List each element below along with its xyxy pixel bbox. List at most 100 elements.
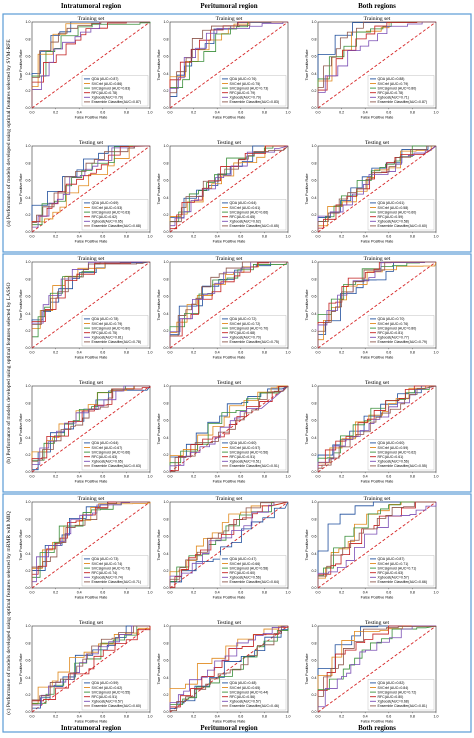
roc-curve-rfc bbox=[31, 21, 150, 108]
x-tick-label: 0.8 bbox=[262, 111, 267, 115]
roc-curve-ensemble bbox=[317, 145, 436, 232]
legend-entry: Ensemble Classifier(AUC=0.75) bbox=[230, 340, 280, 344]
roc-curve-xgboost bbox=[317, 21, 436, 108]
chance-line bbox=[317, 385, 437, 473]
y-axis-label: True Positive Rate bbox=[305, 289, 309, 320]
section-caption: (a) Performance of models developed usin… bbox=[5, 39, 12, 227]
x-tick-label: 0.0 bbox=[316, 111, 321, 115]
y-tick-label: 0.4 bbox=[164, 312, 169, 316]
x-tick-label: 0.4 bbox=[77, 235, 82, 239]
roc-plot: Training set 0.00.0 0.2 0.2 0.4 0.4 0.6 0.6 0.8 0… bbox=[305, 256, 439, 360]
y-tick-label: 0.2 bbox=[164, 569, 169, 573]
y-tick-label: 0.0 bbox=[312, 106, 317, 110]
legend-entry: Xgboost(AUC=0.81) bbox=[92, 336, 123, 340]
y-tick-label: 0.2 bbox=[312, 329, 317, 333]
y-tick-label: 1.0 bbox=[164, 384, 169, 388]
x-tick-label: 0.0 bbox=[316, 351, 321, 355]
y-tick-label: 0.0 bbox=[26, 230, 31, 234]
legend-entry: SVCsigmoid (AUC=0.44) bbox=[230, 690, 269, 694]
legend-entry: Ensemble Classifier(AUC=0.55) bbox=[378, 464, 428, 468]
x-tick-label: 0.6 bbox=[238, 715, 243, 719]
roc-curve-ensemble bbox=[31, 21, 150, 108]
roc-plot: Training set 0.00.0 0.2 0.2 0.4 0.4 0.6 0.6 0.8 0… bbox=[157, 16, 291, 120]
x-tick-label: 0.4 bbox=[363, 715, 368, 719]
x-tick-label: 0.0 bbox=[168, 111, 173, 115]
y-tick-label: 0.4 bbox=[312, 196, 317, 200]
y-tick-label: 1.0 bbox=[26, 260, 31, 264]
y-tick-label: 0.4 bbox=[164, 436, 169, 440]
roc-plot: Testing set 0.00.0 0.2 0.2 0.4 0.4 0.6 0.6 0.8 0.… bbox=[157, 380, 291, 484]
roc-curve-svc-rbf bbox=[169, 501, 289, 588]
y-tick-label: 1.0 bbox=[312, 624, 317, 628]
legend-entry: Ensemble Classifier(AUC=0.60) bbox=[378, 224, 428, 228]
x-tick-label: 0.6 bbox=[386, 475, 391, 479]
legend-entry: Xgboost(AUC=0.70) bbox=[230, 336, 261, 340]
legend-entry: SVCsigmoid (AUC=0.80) bbox=[378, 326, 417, 330]
roc-curve-ensemble bbox=[31, 385, 150, 472]
legend-box bbox=[81, 75, 149, 107]
x-tick-label: 0.4 bbox=[363, 591, 368, 595]
legend-entry: RFC(AUC=0.81) bbox=[378, 331, 404, 335]
roc-plot: Training set 0.00.0 0.2 0.2 0.4 0.4 0.6 0.6 0.8 0… bbox=[305, 16, 439, 120]
legend-entry: QDA (AUC=0.60) bbox=[378, 441, 405, 445]
x-tick-label: 0.2 bbox=[191, 111, 196, 115]
y-tick-label: 0.6 bbox=[164, 419, 169, 423]
legend-entry: Ensemble Classifier(AUC=0.87) bbox=[92, 100, 142, 104]
roc-curve-xgboost bbox=[317, 502, 437, 588]
x-tick-label: 0.0 bbox=[30, 111, 35, 115]
x-tick-label: 0.4 bbox=[215, 591, 220, 595]
legend-entry: SVCsigmoid (AUC=0.58) bbox=[230, 566, 269, 570]
y-axis-label: True Positive Rate bbox=[19, 173, 23, 204]
x-axis-label: False Positive Rate bbox=[361, 720, 394, 724]
legend-entry: RFC(AUC=0.62) bbox=[92, 215, 118, 219]
x-tick-label: 0.6 bbox=[100, 715, 105, 719]
roc-curve-svc-sigmoid bbox=[31, 385, 150, 472]
roc-plot: Testing set 0.00.0 0.2 0.2 0.4 0.4 0.6 0.6 0.8 0.… bbox=[305, 380, 439, 484]
y-tick-label: 0.0 bbox=[164, 470, 169, 474]
x-tick-label: 1.0 bbox=[286, 235, 291, 239]
x-tick-label: 0.8 bbox=[262, 591, 267, 595]
y-tick-label: 0.6 bbox=[164, 179, 169, 183]
y-axis-label: True Positive Rate bbox=[157, 49, 161, 80]
legend-box bbox=[81, 199, 149, 231]
legend-entry: QDA (AUC=0.88) bbox=[378, 77, 405, 81]
legend-box bbox=[367, 75, 435, 107]
legend-entry: Xgboost(AUC=0.57) bbox=[230, 700, 261, 704]
roc-plot: Testing set 0.00.0 0.2 0.2 0.4 0.4 0.6 0.6 0.8 0.… bbox=[157, 140, 291, 244]
legend-entry: Ensemble Classifier(AUC=0.65) bbox=[230, 224, 280, 228]
y-tick-label: 0.2 bbox=[164, 453, 169, 457]
y-tick-label: 1.0 bbox=[312, 384, 317, 388]
x-tick-label: 0.4 bbox=[363, 351, 368, 355]
x-tick-label: 0.8 bbox=[262, 235, 267, 239]
roc-curve-ensemble bbox=[169, 261, 288, 348]
x-tick-label: 0.6 bbox=[238, 235, 243, 239]
roc-curve-ensemble bbox=[169, 145, 289, 232]
x-tick-label: 0.6 bbox=[100, 235, 105, 239]
y-tick-label: 0.6 bbox=[26, 295, 31, 299]
roc-plot: Testing set 0.00.0 0.2 0.2 0.4 0.4 0.6 0.6 0.8 0.… bbox=[19, 380, 153, 484]
y-tick-label: 1.0 bbox=[164, 260, 169, 264]
roc-curve-ensemble bbox=[31, 501, 150, 588]
legend-entry: SVCsigmoid (AUC=0.72) bbox=[378, 690, 417, 694]
chance-line bbox=[317, 21, 437, 109]
x-tick-label: 0.4 bbox=[215, 715, 220, 719]
y-tick-label: 0.0 bbox=[164, 230, 169, 234]
roc-curve-svc-sigmoid bbox=[169, 261, 288, 348]
roc-curve-xgboost bbox=[317, 145, 437, 232]
y-tick-label: 0.2 bbox=[26, 329, 31, 333]
x-tick-label: 0.6 bbox=[100, 351, 105, 355]
y-tick-label: 0.0 bbox=[312, 586, 317, 590]
y-tick-label: 0.6 bbox=[312, 419, 317, 423]
legend-entry: Ensemble Classifier(AUC=0.63) bbox=[92, 464, 142, 468]
legend-box bbox=[219, 315, 287, 347]
y-tick-label: 0.4 bbox=[26, 676, 31, 680]
roc-curve-ensemble bbox=[317, 261, 436, 348]
legend-entry: Xgboost(AUC=0.57) bbox=[92, 700, 123, 704]
roc-curve-rfc bbox=[169, 261, 288, 348]
x-tick-label: 0.6 bbox=[386, 591, 391, 595]
x-tick-label: 0.8 bbox=[262, 351, 267, 355]
legend-entry: Ensemble Classifier(AUC=0.87) bbox=[378, 100, 428, 104]
legend-entry: SVCrbf (AUC=0.75) bbox=[230, 82, 261, 86]
chance-line bbox=[169, 21, 289, 109]
x-axis-label: False Positive Rate bbox=[361, 596, 394, 600]
